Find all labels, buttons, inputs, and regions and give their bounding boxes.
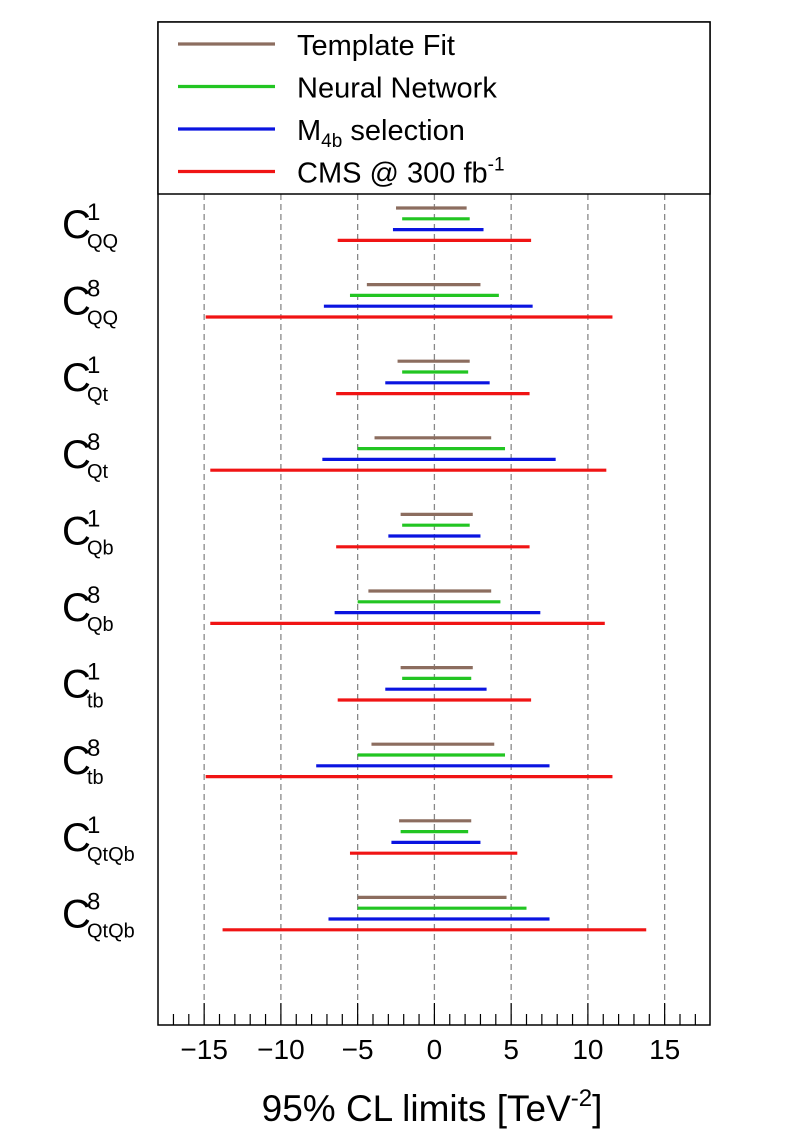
coefficient-label-sub: Qt	[87, 384, 109, 406]
coefficient-label-sub: QQ	[87, 308, 118, 330]
tick-label: 0	[427, 1034, 443, 1065]
x-axis-ticks: −15 −10 −5 0 5 10 15	[172, 1003, 696, 1065]
coefficient-label: C	[62, 433, 91, 477]
tick-label: −5	[342, 1034, 374, 1065]
coefficient-label: C	[62, 663, 91, 707]
coefficient-label: C	[62, 586, 91, 630]
coefficient-label-sup: 8	[87, 276, 100, 303]
x-axis-title-sup: -2	[571, 1085, 592, 1112]
coefficient-label: C	[62, 816, 91, 860]
coefficient-label-sup: 8	[87, 582, 100, 609]
coefficient-label-sub: QtQb	[87, 920, 135, 942]
gridlines	[203, 194, 666, 1025]
tick-label: 5	[503, 1034, 519, 1065]
coefficient-label-sup: 1	[87, 199, 100, 226]
tick-label: 15	[649, 1034, 680, 1065]
tick-label: −15	[180, 1034, 228, 1065]
coefficient-label: C	[62, 739, 91, 783]
coefficient-label-sup: 1	[87, 812, 100, 839]
tick-label: −10	[257, 1034, 305, 1065]
coefficient-label-sub: QtQb	[87, 844, 135, 866]
tick-label: 10	[572, 1034, 603, 1065]
coefficient-label-sub: tb	[87, 691, 104, 713]
coefficient-label: C	[62, 203, 91, 247]
coefficient-label-sup: 1	[87, 352, 100, 379]
coefficient-label: C	[62, 356, 91, 400]
coefficient-label-sup: 1	[87, 505, 100, 532]
coefficient-label-sup: 8	[87, 429, 100, 456]
interval-bars	[205, 206, 647, 932]
legend-label-template: Template Fit	[297, 30, 455, 62]
legend-label-cms: CMS @ 300 fb-1	[297, 155, 505, 190]
legend-box	[157, 21, 711, 195]
coefficient-label-sup: 1	[87, 659, 100, 686]
coefficient-labels: C1QQC8QQC1QtC8QtC1QbC8QbC1tbC8tbC1QtQbC8…	[62, 199, 135, 942]
coefficient-label: C	[62, 509, 91, 553]
coefficient-label-sub: Qt	[87, 461, 109, 483]
coefficient-label-sub: tb	[87, 767, 104, 789]
legend-label-m4b: M4b selection	[297, 115, 465, 152]
coefficient-label-sub: Qb	[87, 537, 114, 559]
coefficient-label-sub: Qb	[87, 614, 114, 636]
coefficient-label-sub: QQ	[87, 231, 118, 253]
coefficient-label-sup: 8	[87, 735, 100, 762]
coefficient-label: C	[62, 280, 91, 324]
x-axis-title: 95% CL limits [TeV-2]	[262, 1085, 603, 1129]
legend-label-nn: Neural Network	[297, 73, 497, 105]
coefficient-label-sup: 8	[87, 888, 100, 915]
legend: Template Fit Neural Network M4b selectionC…	[157, 21, 711, 195]
coefficient-label: C	[62, 892, 91, 936]
